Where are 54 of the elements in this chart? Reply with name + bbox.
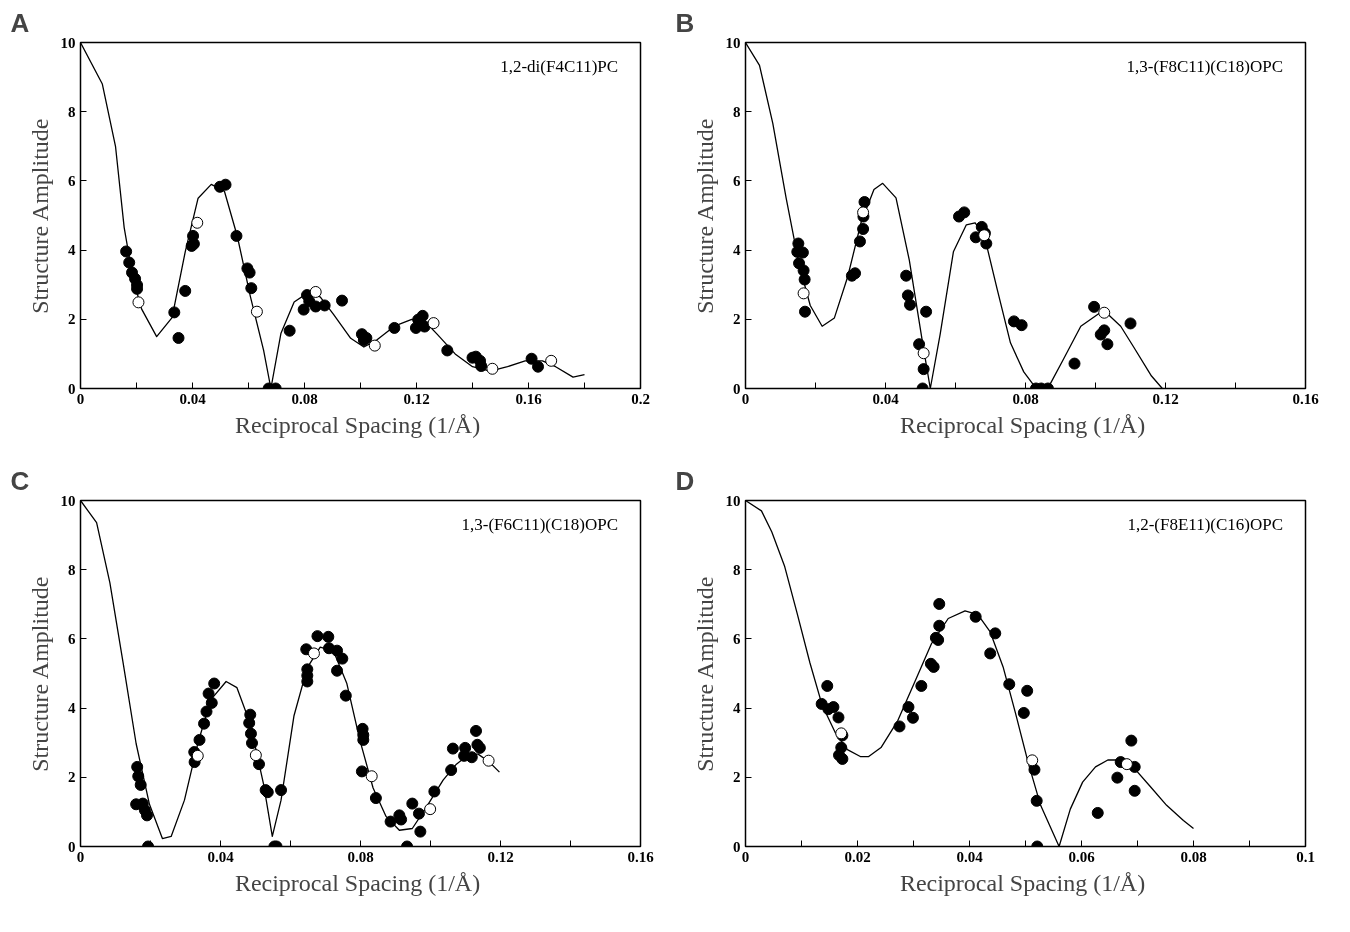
y-tick-label: 10 xyxy=(60,492,76,509)
y-tick-label: 6 xyxy=(68,630,76,647)
y-tick-label: 2 xyxy=(733,311,741,328)
chart-title: B xyxy=(675,7,695,38)
y-tick-label: 8 xyxy=(733,561,741,578)
x-tick-label: 0.16 xyxy=(515,390,543,407)
annotation: 1,2-(F8E11)(C16)OPC xyxy=(1127,515,1284,535)
y-tick-label: 8 xyxy=(68,561,76,578)
x-tick-label: 0.08 xyxy=(291,390,318,407)
x-axis-title: Reciprocal Spacing (1/Å) xyxy=(899,869,1146,896)
annotation: 1,3-(F8C11)(C18)OPC xyxy=(1126,57,1284,77)
x-tick-label: 0.04 xyxy=(179,390,207,407)
y-tick-label: 10 xyxy=(60,34,76,51)
x-tick-label: 0.06 xyxy=(1068,848,1096,865)
y-tick-label: 4 xyxy=(733,700,741,717)
annotation: 1,2-di(F4C11)PC xyxy=(500,57,619,77)
y-tick-label: 6 xyxy=(733,172,741,189)
x-tick-label: 0.08 xyxy=(1180,848,1207,865)
x-tick-label: 0.02 xyxy=(844,848,871,865)
y-tick-label: 2 xyxy=(68,311,76,328)
x-tick-label: 0.04 xyxy=(872,390,900,407)
annotation: 1,3-(F6C11)(C18)OPC xyxy=(461,515,619,535)
chart-title: D xyxy=(675,465,695,496)
y-tick-label: 2 xyxy=(733,769,741,786)
y-tick-label: 6 xyxy=(733,630,741,647)
y-tick-label: 8 xyxy=(733,103,741,120)
y-tick-label: 10 xyxy=(725,34,741,51)
x-tick-label: 0.12 xyxy=(487,848,514,865)
y-tick-label: 4 xyxy=(733,242,741,259)
y-axis-title: Structure Amplitude xyxy=(691,118,718,314)
x-tick-label: 0.08 xyxy=(1012,390,1039,407)
x-axis-title: Reciprocal Spacing (1/Å) xyxy=(234,869,481,896)
x-axis-title: Reciprocal Spacing (1/Å) xyxy=(899,411,1146,438)
x-tick-label: 0.2 xyxy=(631,390,650,407)
x-tick-label: 0.04 xyxy=(207,848,235,865)
y-tick-label: 4 xyxy=(68,242,76,259)
y-axis-title: Structure Amplitude xyxy=(691,576,718,772)
x-tick-label: 0.04 xyxy=(956,848,984,865)
y-tick-label: 10 xyxy=(725,492,741,509)
x-axis-title: Reciprocal Spacing (1/Å) xyxy=(234,411,481,438)
y-tick-label: 8 xyxy=(68,103,76,120)
x-tick-label: 0.12 xyxy=(403,390,430,407)
x-tick-label: 0.08 xyxy=(347,848,374,865)
x-tick-label: 0.16 xyxy=(627,848,655,865)
y-tick-label: 4 xyxy=(68,700,76,717)
y-tick-label: 2 xyxy=(68,769,76,786)
chart-title: C xyxy=(10,465,30,496)
y-axis-title: Structure Amplitude xyxy=(26,576,53,772)
x-tick-label: 0.1 xyxy=(1296,848,1315,865)
y-tick-label: 6 xyxy=(68,172,76,189)
chart-title: A xyxy=(10,7,30,38)
x-tick-label: 0.12 xyxy=(1152,390,1179,407)
y-axis-title: Structure Amplitude xyxy=(26,118,53,314)
x-tick-label: 0.16 xyxy=(1292,390,1320,407)
